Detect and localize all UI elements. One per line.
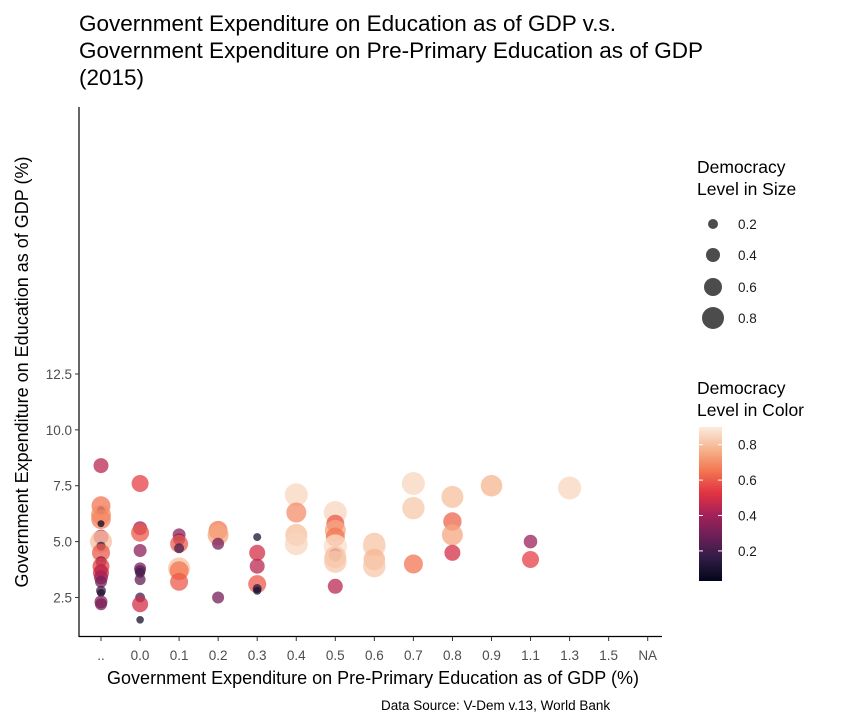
data-point [441, 485, 464, 508]
data-point [174, 543, 185, 554]
x-tick-label: .. [97, 648, 105, 663]
chart-title: Government Expenditure on Education as o… [79, 10, 839, 91]
size-legend-key [702, 307, 724, 329]
y-tick-label: 12.5 [46, 367, 72, 382]
size-legend: 0.2 0.4 0.6 0.8 [702, 217, 757, 329]
data-point [95, 598, 107, 611]
data-point [131, 523, 150, 542]
x-ticks: .. 0.0 0.1 0.2 0.3 0.4 0.5 0.6 0.7 0.8 0.9 1.1 1.3 1.… [97, 637, 657, 663]
chart-title-line-2: Government Expenditure on Pre-Primary Ed… [79, 38, 704, 63]
size-legend-label: 0.8 [738, 311, 757, 326]
size-legend-key [708, 219, 718, 229]
data-point [92, 543, 110, 562]
colorbar-tick-label: 0.4 [738, 509, 757, 524]
data-point [97, 520, 105, 528]
x-tick-label: 0.6 [365, 648, 384, 663]
data-point [523, 534, 538, 549]
y-tick-label: 2.5 [53, 590, 72, 605]
y-ticks: 2.5 5.0 7.5 10.0 12.5 [46, 367, 79, 605]
colorbar-tick-label: 0.8 [738, 438, 757, 453]
data-point [558, 476, 582, 500]
colorbar-tick-label: 0.2 [738, 544, 757, 559]
y-tick-label: 10.0 [46, 423, 72, 438]
size-legend-label: 0.6 [738, 280, 757, 295]
data-point [444, 544, 461, 561]
size-legend-key [704, 278, 722, 296]
data-point [253, 586, 262, 595]
data-point [284, 532, 308, 556]
x-tick-label: 0.1 [170, 648, 189, 663]
data-point [327, 578, 343, 594]
colorbar-tick-label: 0.6 [738, 473, 757, 488]
data-point [170, 572, 189, 591]
data-point [286, 502, 307, 523]
x-tick-label: 1.1 [521, 648, 540, 663]
x-tick-label: 0.8 [443, 648, 462, 663]
data-point [131, 475, 149, 492]
data-point [480, 474, 503, 497]
data-point [93, 458, 109, 474]
data-point [284, 483, 308, 507]
data-point [324, 550, 347, 573]
data-point [441, 524, 463, 546]
chart-title-line-3: (2015) [79, 65, 145, 90]
size-legend-title-line-2: Level in Size [697, 179, 797, 199]
plot-points [90, 458, 582, 624]
data-point [132, 596, 149, 613]
colorbar-ticks: 0.2 0.4 0.6 0.8 [699, 438, 757, 559]
data-point [212, 591, 225, 604]
color-legend-title: Democracy Level in Color [697, 377, 804, 421]
size-legend-label: 0.2 [738, 217, 757, 232]
x-tick-label: 1.3 [560, 648, 579, 663]
axes: 2.5 5.0 7.5 10.0 12.5 .. 0.0 0.1 0.2 0.3 0.4 0.5 0.… [12, 107, 662, 688]
data-point [253, 533, 262, 542]
x-tick-label: 0.7 [404, 648, 423, 663]
size-legend-title-line-1: Democracy [697, 157, 786, 177]
y-tick-label: 7.5 [53, 479, 72, 494]
color-legend-title-line-2: Level in Color [697, 400, 804, 420]
data-point [522, 551, 539, 568]
data-point [401, 472, 425, 495]
data-point [136, 616, 144, 624]
y-tick-label: 5.0 [53, 535, 72, 550]
data-point [207, 524, 229, 546]
data-point [249, 544, 266, 561]
data-point [91, 509, 111, 530]
size-legend-label: 0.4 [738, 248, 757, 263]
x-axis-title: Government Expenditure on Pre-Primary Ed… [107, 668, 639, 688]
data-point [403, 554, 423, 574]
color-legend-title-line-1: Democracy [697, 378, 786, 398]
chart-title-line-1: Government Expenditure on Education as o… [79, 11, 616, 36]
color-legend: 0.2 0.4 0.6 0.8 [699, 427, 757, 581]
y-axis-title: Government Expenditure on Education as o… [12, 157, 32, 588]
size-legend-title: Democracy Level in Size [697, 156, 796, 200]
data-point [249, 558, 265, 574]
data-point [134, 574, 146, 586]
size-legend-key [706, 248, 720, 262]
data-point [402, 496, 425, 520]
data-point [97, 589, 105, 597]
x-tick-label: 0.0 [131, 648, 150, 663]
data-point [363, 555, 386, 578]
data-point [95, 575, 107, 588]
x-tick-label: 0.4 [287, 648, 306, 663]
x-tick-label: 0.9 [482, 648, 501, 663]
data-point [212, 537, 225, 550]
x-tick-label: 1.5 [599, 648, 618, 663]
colorbar [699, 427, 722, 581]
x-tick-label: 0.5 [326, 648, 345, 663]
x-tick-label: 0.3 [248, 648, 267, 663]
x-tick-label: 0.2 [209, 648, 228, 663]
data-source-caption: Data Source: V-Dem v.13, World Bank [381, 698, 611, 713]
x-tick-label: NA [638, 648, 657, 663]
data-point [133, 544, 147, 557]
